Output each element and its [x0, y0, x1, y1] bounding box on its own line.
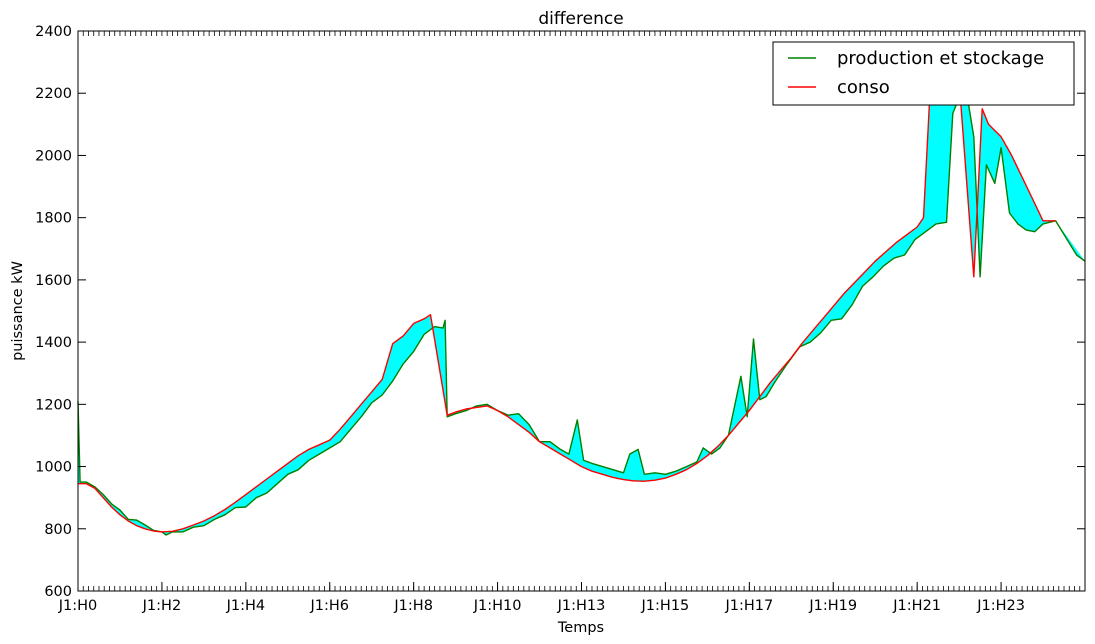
chart-title: difference [538, 9, 623, 29]
y-tick-label: 1400 [35, 335, 72, 351]
x-tick-label: J1:H15 [641, 598, 690, 614]
axis-ticks-layer: 600 800 1000 1200 1400 1600 1800 2000 2200 2400 J1… [35, 24, 1086, 614]
legend-label-production-et-stockage: production et stockage [837, 48, 1044, 69]
series-lines-layer [77, 80, 1086, 536]
x-tick-label: J1:H13 [557, 598, 606, 614]
difference-fill-area [78, 80, 1085, 536]
legend-label-conso: conso [837, 77, 890, 98]
y-tick-label: 800 [44, 522, 72, 538]
y-tick-label: 1200 [35, 397, 72, 413]
x-axis-label: Temps [557, 620, 604, 636]
legend: production et stockage conso [772, 41, 1075, 106]
x-tick-label: J1:H19 [808, 598, 857, 614]
x-tick-label: J1:H6 [309, 598, 349, 614]
x-tick-label: J1:H21 [892, 598, 941, 614]
x-tick-label: J1:H10 [473, 598, 522, 614]
x-tick-label: J1:H4 [226, 598, 266, 614]
x-tick-label: J1:H2 [142, 598, 182, 614]
y-tick-label: 1600 [35, 273, 72, 289]
y-tick-label: 1000 [35, 460, 72, 476]
y-tick-label: 600 [44, 584, 72, 600]
y-tick-label: 2200 [35, 86, 72, 102]
series-line-conso [78, 80, 1056, 533]
series-line-production-et-stockage [77, 97, 1086, 536]
y-axis-label: puissance kW [10, 261, 26, 361]
y-tick-label: 2400 [35, 24, 72, 40]
y-tick-label: 1800 [35, 211, 72, 227]
x-tick-label: J1:H0 [58, 598, 98, 614]
x-tick-label: J1:H17 [724, 598, 773, 614]
difference-fill-layer [78, 80, 1085, 536]
x-tick-label: J1:H8 [393, 598, 433, 614]
y-tick-label: 2000 [35, 148, 72, 164]
legend-box [772, 41, 1075, 106]
x-tick-label: J1:H23 [976, 598, 1025, 614]
